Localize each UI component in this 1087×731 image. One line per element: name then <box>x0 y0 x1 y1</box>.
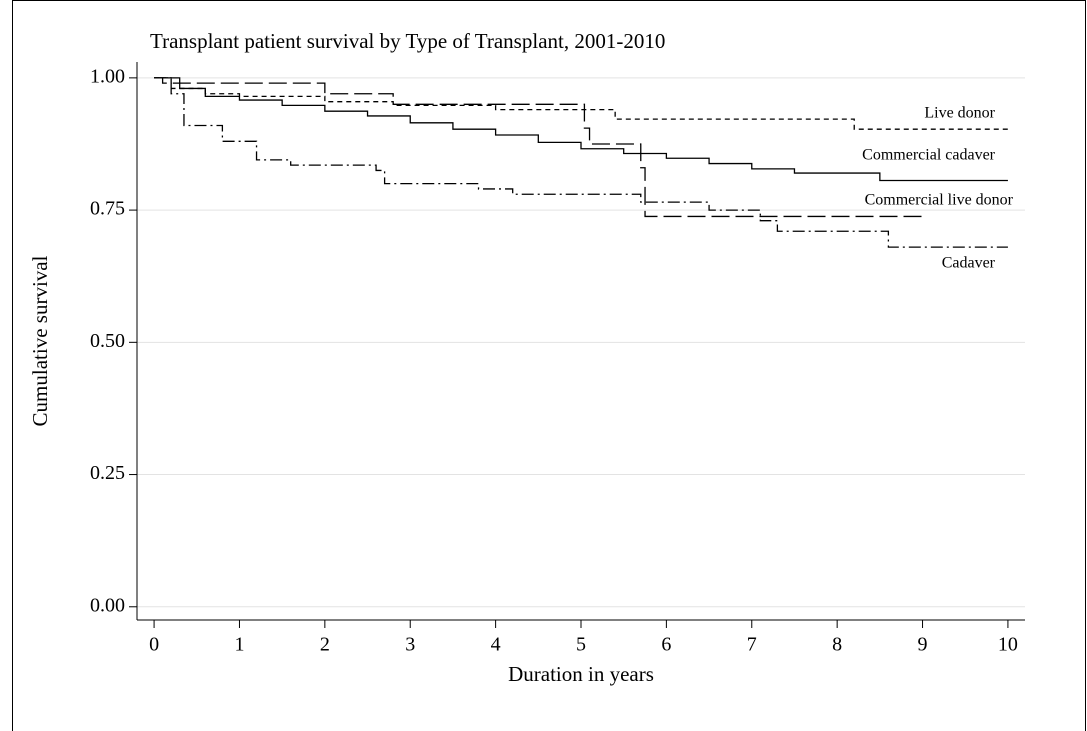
x-tick-label: 2 <box>320 634 330 656</box>
y-axis-label: Cumulative survival <box>28 255 52 426</box>
x-axis-label: Duration in years <box>508 662 654 686</box>
x-tick-label: 1 <box>234 634 244 656</box>
line-label: Commercial cadaver <box>862 147 995 164</box>
x-tick-label: 4 <box>491 634 501 656</box>
y-tick-label: 1.00 <box>90 65 125 87</box>
frame <box>12 0 1086 731</box>
x-tick-label: 9 <box>918 634 928 656</box>
x-tick-label: 0 <box>149 634 159 656</box>
y-tick-label: 0.75 <box>90 198 125 220</box>
y-tick-label: 0.50 <box>90 330 125 352</box>
x-tick-label: 7 <box>747 634 757 656</box>
survival-line <box>154 77 1008 248</box>
y-tick-label: 0.00 <box>90 594 125 616</box>
line-label: Commercial live donor <box>865 192 1014 209</box>
chart-title: Transplant patient survival by Type of T… <box>150 29 665 53</box>
x-tick-label: 3 <box>405 634 415 656</box>
survival-line <box>154 77 1008 182</box>
line-label: Live donor <box>924 105 995 122</box>
x-tick-label: 8 <box>832 634 842 656</box>
x-tick-label: 6 <box>661 634 671 656</box>
survival-line <box>154 77 923 218</box>
x-tick-label: 5 <box>576 634 586 656</box>
x-tick-label: 10 <box>998 634 1018 656</box>
line-label: Cadaver <box>942 255 996 272</box>
y-tick-label: 0.25 <box>90 462 125 484</box>
